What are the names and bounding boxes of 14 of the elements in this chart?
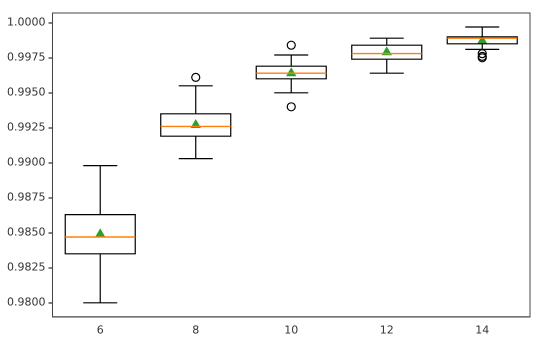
x-tick-label: 10 [284, 323, 298, 336]
y-tick-label: 0.9850 [6, 226, 46, 239]
x-tick-label: 12 [380, 323, 394, 336]
y-tick-label: 0.9900 [6, 156, 46, 169]
x-tick-label: 6 [96, 323, 104, 336]
x-tick-label: 8 [192, 323, 200, 336]
x-tick-label: 14 [475, 323, 490, 336]
y-tick-label: 0.9975 [6, 50, 46, 64]
y-tick-label: 0.9950 [6, 86, 46, 99]
y-tick-label: 0.9875 [6, 190, 46, 204]
y-tick-label: 0.9925 [6, 120, 46, 134]
y-tick-label: 0.9825 [6, 260, 46, 274]
y-tick-label: 0.9800 [6, 296, 46, 309]
y-tick-label: 1.0000 [6, 16, 46, 29]
